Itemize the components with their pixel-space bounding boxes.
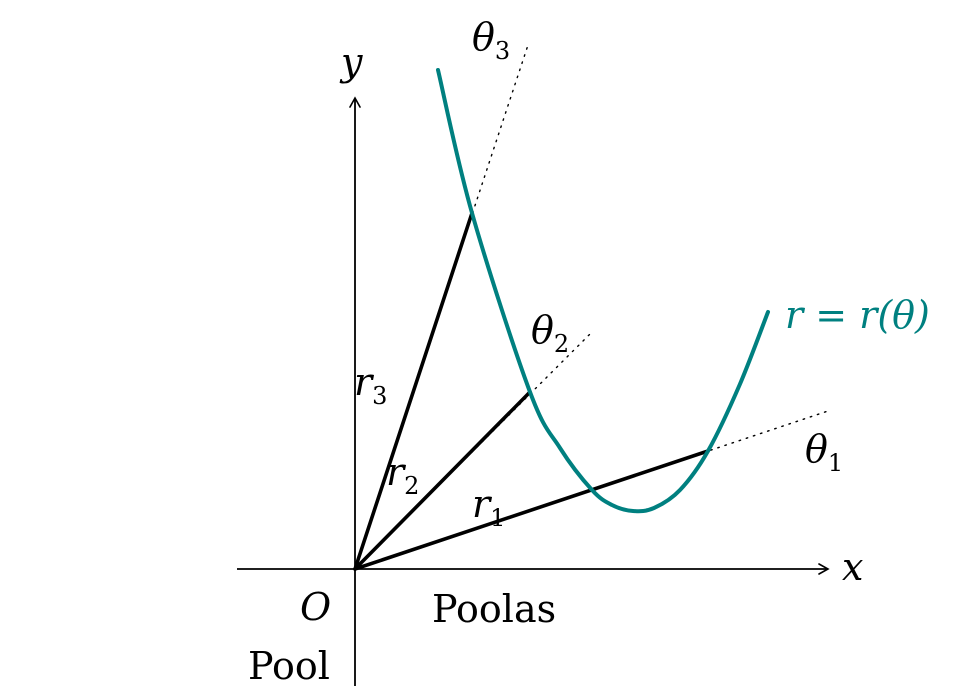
theta3-label: θ3 [472, 15, 510, 65]
r1-subscript: 1 [490, 504, 505, 532]
radius-r3 [353, 211, 474, 571]
r2-symbol: r [386, 450, 407, 494]
theta3-symbol: θ [472, 15, 495, 59]
pole-label: Pool [248, 644, 330, 688]
theta2-subscript: 2 [554, 330, 569, 358]
polar-axis-label: Poolas [432, 587, 556, 631]
curve-label: r = r(θ) [785, 293, 930, 337]
polar-curve [436, 68, 770, 514]
r3-subscript: 3 [372, 382, 387, 410]
theta1-symbol: θ [805, 427, 828, 471]
r3-label: r3 [354, 360, 387, 410]
radius-r2 [353, 390, 532, 571]
y-axis-label: y [339, 40, 363, 84]
r1-symbol: r [472, 482, 493, 526]
theta3-subscript: 3 [495, 37, 510, 65]
theta1-subscript: 1 [828, 449, 843, 477]
r1-label: r1 [472, 482, 505, 532]
radius-r1 [353, 449, 710, 571]
theta2-ray [354, 331, 593, 570]
theta2-label: θ2 [531, 308, 569, 358]
theta2-symbol: θ [531, 308, 554, 352]
r2-label: r2 [386, 450, 419, 500]
origin-label: O [300, 585, 331, 629]
r2-subscript: 2 [404, 472, 419, 500]
theta1-label: θ1 [805, 427, 843, 477]
x-axis-label: x [842, 545, 863, 589]
r3-symbol: r [354, 360, 375, 404]
